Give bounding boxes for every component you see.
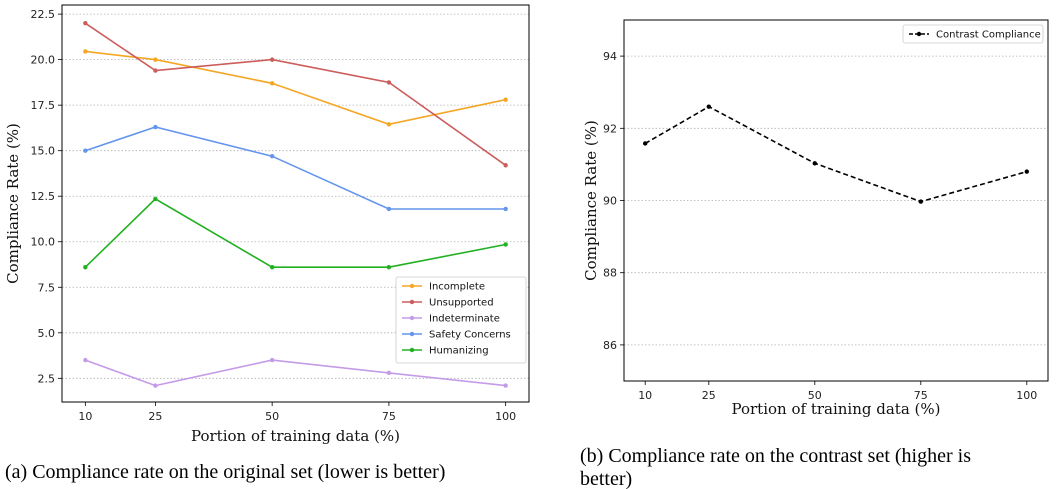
y-tick-label: 90 (603, 195, 617, 208)
series-line-safety-concerns (85, 126, 506, 210)
data-point (503, 242, 508, 247)
data-point (386, 265, 392, 270)
x-tick-label: 10 (638, 389, 652, 402)
y-tick-label: 20.0 (31, 54, 56, 67)
data-point (153, 124, 158, 130)
data-point (1024, 169, 1030, 174)
caption: (b) Compliance rate on the contrast set … (580, 445, 971, 467)
data-point (269, 153, 275, 159)
data-point (153, 383, 158, 388)
legend-label: Incomplete (429, 282, 485, 293)
y-tick-label: 92 (603, 122, 617, 135)
y-tick-label: 17.5 (31, 99, 56, 112)
legend-marker (409, 283, 415, 289)
data-point (269, 357, 275, 363)
data-point (153, 196, 158, 202)
y-tick-label: 94 (603, 50, 617, 63)
y-tick-label: 10.0 (31, 236, 56, 249)
data-point (918, 199, 923, 204)
legend-label: Unsupported (429, 298, 494, 309)
x-tick-label: 25 (702, 389, 716, 402)
x-axis-label: Portion of training data (%) (732, 400, 941, 418)
legend-label: Humanizing (429, 346, 489, 357)
series-line-indeterminate (85, 359, 506, 387)
y-tick-label: 2.5 (38, 372, 56, 385)
data-point (269, 57, 275, 62)
data-point (83, 49, 88, 54)
data-point (83, 148, 88, 153)
y-tick-label: 22.5 (31, 8, 56, 21)
series-line-unsupported (84, 22, 507, 166)
chart-a: 2.5 5.0 7.5 10.0 12.5 15.0 17.5 20.0 22.5 10 25 50 7… (4, 4, 530, 483)
y-tick-label: 86 (603, 339, 617, 352)
data-point (83, 265, 88, 270)
data-point (386, 370, 392, 376)
data-point (503, 383, 508, 388)
y-tick-label: 88 (603, 267, 617, 280)
caption: better) (580, 468, 632, 489)
data-point (503, 97, 508, 102)
legend-marker (916, 31, 922, 37)
legend-label: Indeterminate (429, 314, 500, 325)
x-axis-label: Portion of training data (%) (191, 427, 400, 445)
x-tick-label: 25 (148, 410, 162, 423)
data-point (386, 80, 392, 85)
legend-label: Safety Concerns (429, 330, 511, 341)
data-point (83, 357, 88, 363)
series-line-incomplete (85, 50, 506, 126)
data-point (706, 104, 711, 109)
y-tick-label: 5.0 (38, 327, 56, 340)
data-point (153, 68, 158, 73)
data-point (386, 122, 392, 127)
legend-label: Contrast Compliance (936, 30, 1041, 41)
data-point (386, 206, 392, 212)
x-tick-label: 100 (1016, 389, 1037, 402)
x-tick-label: 50 (808, 389, 822, 402)
x-tick-label: 10 (78, 410, 92, 423)
data-point (153, 57, 158, 62)
plot-frame (623, 19, 1049, 382)
data-point (269, 265, 275, 270)
data-point (643, 141, 648, 146)
data-point (83, 21, 88, 26)
y-axis-label: Compliance Rate (%) (4, 123, 22, 284)
x-tick-label: 75 (382, 410, 396, 423)
data-point (503, 163, 508, 168)
data-point (269, 81, 275, 86)
y-tick-label: 7.5 (38, 281, 56, 294)
legend-marker (409, 331, 415, 337)
y-tick-label: 12.5 (31, 190, 56, 203)
data-point (812, 161, 817, 166)
legend-box (902, 24, 1044, 44)
data-point (503, 206, 508, 212)
x-tick-label: 50 (265, 410, 279, 423)
x-tick-label: 75 (914, 389, 928, 402)
caption: (a) Compliance rate on the original set … (5, 461, 445, 483)
legend-box (395, 276, 527, 364)
y-axis-label: Compliance Rate (%) (582, 120, 600, 281)
legend-marker (409, 299, 415, 305)
legend-marker (409, 315, 415, 321)
y-tick-label: 15.0 (31, 145, 56, 158)
legend-marker (409, 347, 415, 353)
chart-b: 86 88 90 92 94 10 25 50 75 100 Contrast Compliance… (580, 19, 1049, 489)
plot-frame (61, 4, 530, 403)
series-line-contrast-compliance (644, 105, 1028, 203)
x-tick-label: 100 (495, 410, 516, 423)
